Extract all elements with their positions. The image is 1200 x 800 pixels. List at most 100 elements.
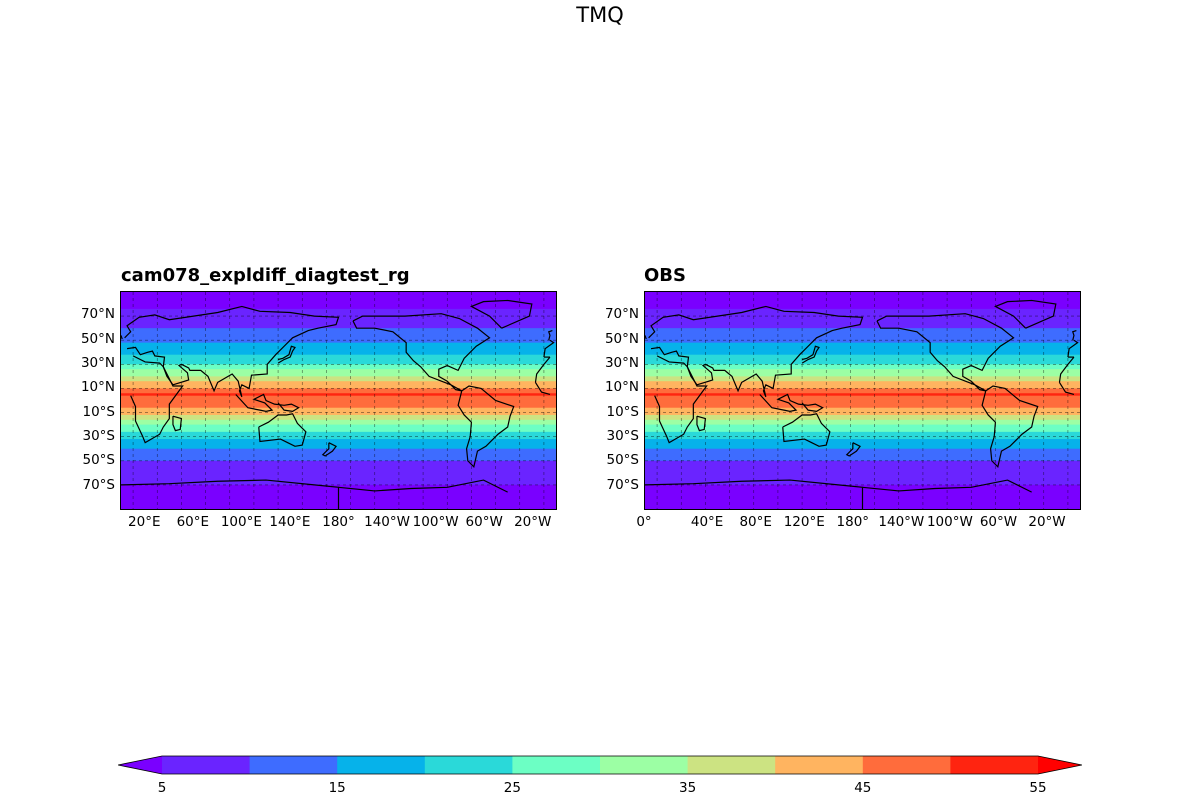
lat-tick-label: 50°S bbox=[82, 452, 116, 469]
colorbar-segment bbox=[424, 756, 513, 774]
field-band bbox=[645, 405, 1080, 409]
field-band bbox=[645, 371, 1080, 375]
field-band bbox=[645, 427, 1080, 431]
lon-tick-label: 60°W bbox=[979, 514, 1018, 530]
field-band bbox=[645, 460, 1080, 464]
lat-tick-label: 10°S bbox=[606, 403, 640, 420]
field-band bbox=[645, 431, 1080, 435]
field-band bbox=[645, 448, 1080, 452]
field-band bbox=[645, 468, 1080, 472]
colorbar-tick-label: 25 bbox=[503, 780, 521, 796]
field-band bbox=[121, 366, 556, 370]
field-band bbox=[121, 301, 556, 305]
field-band bbox=[121, 470, 556, 474]
field-band bbox=[121, 335, 556, 339]
field-band bbox=[645, 335, 1080, 339]
field-band bbox=[645, 340, 1080, 344]
field-band bbox=[121, 424, 556, 428]
field-band bbox=[645, 304, 1080, 308]
lon-tick-label: 120°E bbox=[783, 514, 825, 530]
field-band bbox=[121, 294, 556, 298]
lon-tick-label: 20°E bbox=[128, 514, 161, 530]
field-band bbox=[121, 345, 556, 349]
field-band bbox=[121, 323, 556, 327]
coastline-eurasia bbox=[124, 305, 340, 398]
colorbar-segment bbox=[249, 756, 338, 774]
lat-tick-label: 10°N bbox=[604, 379, 639, 396]
field-band bbox=[121, 407, 556, 411]
lon-tick-label: 80°E bbox=[739, 514, 772, 530]
field-band bbox=[645, 475, 1080, 479]
field-band bbox=[645, 332, 1080, 336]
lat-tick-label: 30°N bbox=[80, 355, 115, 371]
field-band bbox=[645, 463, 1080, 467]
lon-tick-label: 60°E bbox=[176, 514, 210, 530]
field-band bbox=[121, 448, 556, 452]
coastline-eurasia bbox=[1067, 339, 1079, 358]
lon-tick-label: 20°W bbox=[514, 514, 552, 530]
lon-tick-label: 0° bbox=[636, 514, 652, 530]
panel-title-model: cam078_expldiff_diagtest_rg bbox=[121, 265, 410, 286]
field-band bbox=[645, 369, 1080, 373]
lon-tick-label: 20°W bbox=[1028, 514, 1066, 530]
field-band bbox=[121, 468, 556, 472]
field-band bbox=[121, 393, 556, 397]
coastline-africa bbox=[534, 356, 551, 383]
field-band bbox=[645, 422, 1080, 426]
field-band bbox=[121, 337, 556, 341]
field-band bbox=[645, 414, 1080, 418]
lat-tick-label: 50°S bbox=[606, 452, 640, 469]
coastline-antarctica bbox=[645, 479, 864, 509]
field-band bbox=[121, 455, 556, 459]
coastline-madagascar bbox=[172, 415, 183, 432]
coastline-uk bbox=[1071, 330, 1077, 341]
field-band bbox=[645, 446, 1080, 450]
field-band bbox=[645, 441, 1080, 445]
field-band bbox=[645, 378, 1080, 382]
field-band bbox=[121, 441, 556, 445]
coastline-indonesia bbox=[235, 393, 300, 412]
coastline-africa bbox=[130, 355, 184, 444]
field-band bbox=[121, 376, 556, 380]
panel-title-obs: OBS bbox=[644, 265, 686, 286]
lon-tick-label: 180° bbox=[836, 514, 870, 530]
coastline-japan bbox=[801, 345, 820, 364]
map-panel-obs bbox=[644, 291, 1081, 510]
field-band bbox=[121, 296, 556, 300]
field-band bbox=[645, 458, 1080, 462]
field-band bbox=[645, 443, 1080, 447]
coastlines bbox=[645, 299, 1079, 509]
field-band bbox=[121, 349, 556, 353]
coastline-uk bbox=[645, 335, 647, 340]
lat-tick-label: 70°N bbox=[80, 306, 115, 323]
field-band bbox=[121, 357, 556, 361]
coastline-australia bbox=[258, 413, 307, 447]
gridlines bbox=[121, 292, 556, 509]
field-band bbox=[645, 301, 1080, 305]
colorbar-tick-label: 55 bbox=[1029, 780, 1047, 796]
field-band bbox=[121, 436, 556, 440]
field-band bbox=[121, 299, 556, 303]
field-band bbox=[121, 419, 556, 423]
field-band bbox=[645, 472, 1080, 476]
field-band bbox=[645, 398, 1080, 402]
field-band bbox=[121, 325, 556, 329]
colorbar-extend-low bbox=[118, 756, 162, 774]
colorbar-extend-high bbox=[1038, 756, 1082, 774]
lat-tick-label: 70°S bbox=[82, 476, 116, 493]
colorbar-tick-label: 45 bbox=[854, 780, 872, 796]
coastline-uk bbox=[121, 335, 123, 340]
lon-tick-label: 140°W bbox=[878, 514, 925, 530]
field-band bbox=[645, 395, 1080, 399]
field-band bbox=[645, 330, 1080, 334]
colorbar-segment bbox=[775, 756, 864, 774]
field-band bbox=[121, 330, 556, 334]
field-band bbox=[121, 306, 556, 310]
field-band bbox=[121, 429, 556, 433]
colorbar-segment bbox=[600, 756, 689, 774]
coastline-madagascar bbox=[696, 415, 707, 432]
field-band bbox=[121, 313, 556, 317]
lat-tick-label: 70°S bbox=[606, 476, 640, 493]
field-band bbox=[645, 328, 1080, 332]
field-band bbox=[121, 369, 556, 373]
